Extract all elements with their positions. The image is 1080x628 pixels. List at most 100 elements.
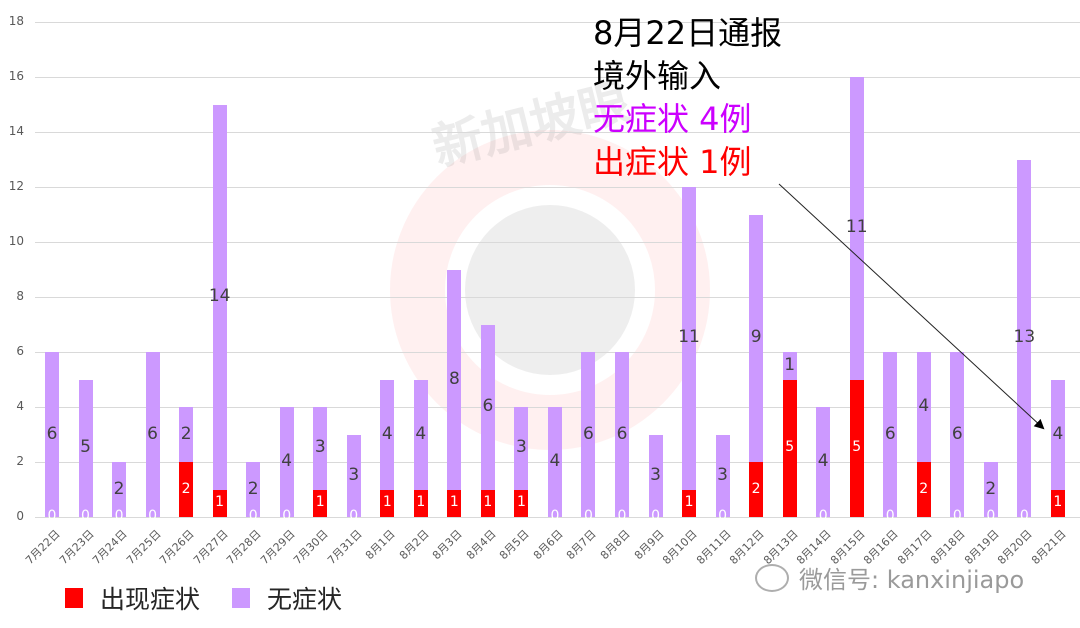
data-label-symptomatic: 0 bbox=[282, 508, 292, 524]
data-label-asymptomatic: 11 bbox=[678, 327, 700, 348]
legend-item-symptomatic: 出现症状 bbox=[65, 580, 200, 616]
data-label-symptomatic: 0 bbox=[550, 508, 560, 524]
wechat-icon bbox=[755, 563, 789, 592]
bar-segment-asymptomatic bbox=[413, 379, 428, 490]
bar-segment-asymptomatic bbox=[1050, 379, 1065, 490]
data-label-asymptomatic: 4 bbox=[918, 396, 930, 416]
data-label-symptomatic: 0 bbox=[818, 508, 828, 524]
data-label-symptomatic: 0 bbox=[1019, 508, 1029, 524]
data-label-symptomatic: 1 bbox=[1053, 494, 1063, 511]
legend-swatch-red bbox=[65, 588, 83, 608]
gridline bbox=[35, 22, 1080, 23]
data-label-symptomatic: 0 bbox=[952, 508, 962, 524]
bar-segment-asymptomatic bbox=[212, 104, 227, 490]
bar-8月20日: 13 0 bbox=[1014, 159, 1035, 523]
data-label-symptomatic: 1 bbox=[516, 494, 526, 511]
data-label-symptomatic: 0 bbox=[114, 508, 124, 524]
bar-segment-asymptomatic bbox=[816, 407, 831, 517]
data-label-symptomatic: 0 bbox=[584, 508, 593, 524]
data-label-symptomatic: 0 bbox=[986, 508, 996, 524]
gridline bbox=[35, 132, 1080, 133]
bar-7月27日: 14 1 bbox=[209, 104, 230, 517]
y-tick-label: 4 bbox=[16, 399, 24, 413]
bar-segment-symptomatic bbox=[179, 462, 194, 517]
data-label-asymptomatic: 3 bbox=[348, 464, 360, 485]
legend-swatch-purple bbox=[232, 588, 251, 608]
wechat-id: 微信号: kanxinjiapo bbox=[799, 566, 1025, 594]
data-label-asymptomatic: 4 bbox=[549, 451, 561, 471]
wechat-watermark: 微信号: kanxinjiapo bbox=[755, 560, 1024, 595]
y-tick-label: 12 bbox=[8, 179, 24, 193]
bar-segment-symptomatic bbox=[682, 489, 697, 517]
data-label-asymptomatic: 4 bbox=[281, 451, 293, 471]
data-label-asymptomatic: 5 bbox=[80, 437, 91, 458]
gridline bbox=[35, 77, 1080, 78]
data-label-symptomatic: 0 bbox=[148, 508, 158, 524]
bar-segment-asymptomatic bbox=[581, 352, 596, 517]
bar-segment-asymptomatic bbox=[246, 462, 261, 517]
bar-segment-symptomatic bbox=[313, 489, 328, 517]
bar-segment-symptomatic bbox=[916, 462, 931, 517]
bar-segment-asymptomatic bbox=[112, 462, 127, 517]
data-label-symptomatic: 1 bbox=[315, 494, 325, 511]
bar-segment-asymptomatic bbox=[380, 379, 395, 490]
data-label-symptomatic: 1 bbox=[483, 494, 493, 511]
bar-segment-asymptomatic bbox=[983, 462, 998, 517]
data-label-symptomatic: 5 bbox=[852, 439, 862, 456]
y-tick-label: 10 bbox=[8, 234, 24, 248]
bar-segment-asymptomatic bbox=[1017, 159, 1032, 517]
data-label-asymptomatic: 13 bbox=[1013, 327, 1036, 348]
data-label-asymptomatic: 6 bbox=[147, 423, 158, 444]
data-label-symptomatic: 1 bbox=[215, 494, 225, 511]
bar-segment-symptomatic bbox=[514, 489, 529, 517]
data-label-symptomatic: 0 bbox=[651, 508, 660, 524]
bar-8月15日: 11 5 bbox=[846, 77, 868, 517]
data-label-asymptomatic: 4 bbox=[817, 451, 829, 471]
data-label-symptomatic: 1 bbox=[382, 494, 392, 511]
data-label-asymptomatic: 2 bbox=[985, 478, 997, 499]
data-label-symptomatic: 2 bbox=[181, 480, 191, 497]
data-label-asymptomatic: 9 bbox=[750, 327, 762, 348]
bar-segment-asymptomatic bbox=[145, 352, 160, 517]
bar-segment-asymptomatic bbox=[715, 434, 730, 517]
bar-segment-symptomatic bbox=[212, 489, 227, 517]
bar-segment-asymptomatic bbox=[782, 352, 797, 380]
data-label-symptomatic: 0 bbox=[617, 508, 627, 524]
bar-segment-symptomatic bbox=[1050, 489, 1065, 517]
data-label-asymptomatic: 11 bbox=[845, 217, 868, 238]
data-label-symptomatic: 0 bbox=[47, 508, 57, 524]
legend-label: 出现症状 bbox=[100, 585, 201, 614]
data-label-symptomatic: 0 bbox=[718, 508, 728, 524]
data-label-asymptomatic: 3 bbox=[717, 464, 728, 485]
bar-segment-asymptomatic bbox=[480, 324, 495, 490]
data-label-asymptomatic: 6 bbox=[583, 423, 594, 444]
bar-8月10日: 11 1 bbox=[678, 187, 700, 517]
bar-segment-asymptomatic bbox=[45, 352, 59, 517]
y-tick-label: 16 bbox=[8, 69, 24, 83]
bar-segment-symptomatic bbox=[749, 462, 764, 517]
bar-segment-asymptomatic bbox=[749, 214, 764, 462]
y-tick-label: 18 bbox=[8, 14, 24, 28]
data-label-asymptomatic: 6 bbox=[951, 423, 963, 444]
bar-segment-asymptomatic bbox=[279, 407, 294, 517]
bar-segment-asymptomatic bbox=[547, 407, 562, 517]
bar-segment-asymptomatic bbox=[950, 352, 965, 517]
data-label-asymptomatic: 4 bbox=[381, 423, 393, 444]
data-label-symptomatic: 0 bbox=[885, 508, 895, 524]
data-label-asymptomatic: 6 bbox=[46, 423, 58, 444]
